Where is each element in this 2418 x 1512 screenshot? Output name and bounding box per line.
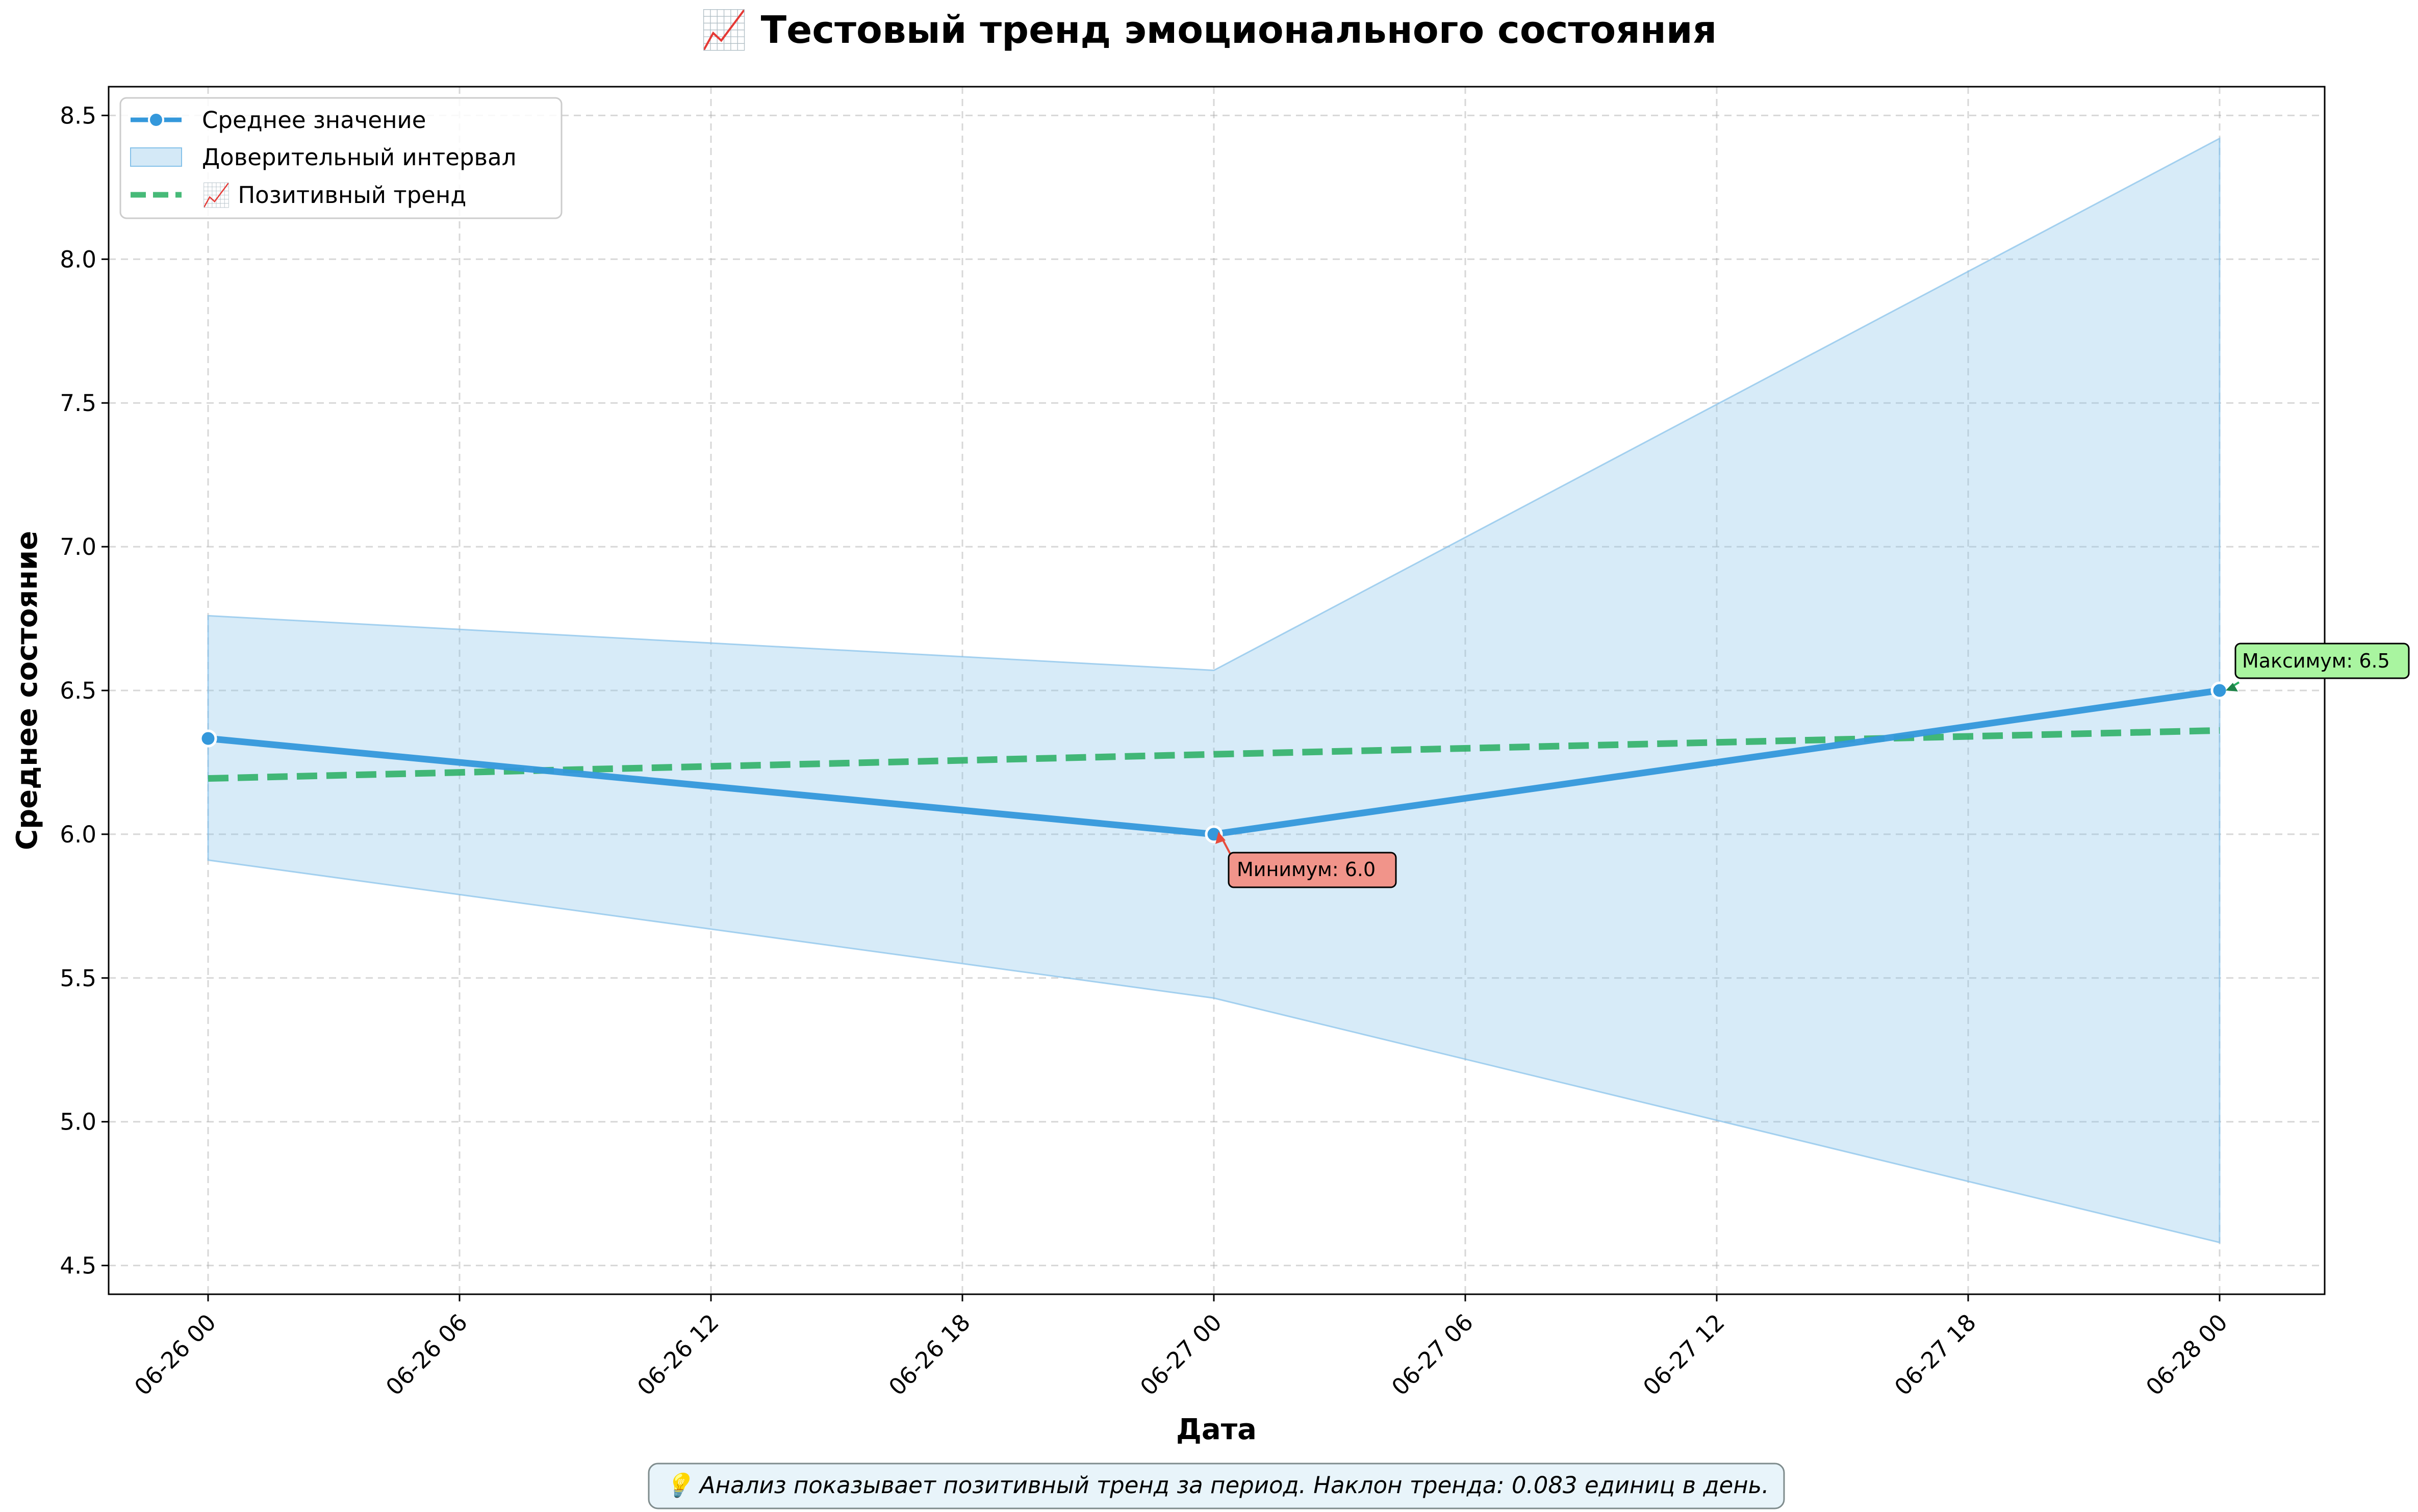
legend-box <box>119 97 563 219</box>
y-tick-label: 6.5 <box>60 677 96 704</box>
confidence-band <box>207 137 2221 1244</box>
mean-point <box>2210 681 2229 700</box>
chart-title: 📈 Тестовый тренд эмоционального состояни… <box>701 8 1717 52</box>
annotation-min-arrowhead <box>1215 832 1226 844</box>
legend-mean-marker-swatch <box>148 112 164 128</box>
y-tick-layer: 4.5 5.0 5.5 6.0 6.5 7.0 7.5 8.0 8.5 <box>60 102 109 1279</box>
x-axis-title: Дата <box>1176 1413 1257 1446</box>
y-tick-label: 8.0 <box>60 246 96 273</box>
legend-label-interval: Доверительный интервал <box>202 144 516 171</box>
annotation-min: Минимум: 6.0 <box>1215 832 1397 888</box>
y-tick-label: 5.5 <box>60 965 96 992</box>
mean-point <box>199 729 217 748</box>
y-tick-label: 4.5 <box>60 1252 96 1279</box>
legend: Среднее значение Доверительный интервал … <box>119 97 563 219</box>
annotation-min-text: Минимум: 6.0 <box>1237 858 1376 881</box>
legend-label-trend: 📈 Позитивный тренд <box>202 182 466 209</box>
band-layer <box>207 137 2221 1244</box>
annotation-max-text: Максимум: 6.5 <box>2242 650 2390 672</box>
annotation-max: Максимум: 6.5 <box>2226 643 2410 691</box>
y-tick-label: 7.5 <box>60 390 96 417</box>
annotation-min-box <box>1228 852 1397 888</box>
legend-label-mean: Среднее значение <box>202 107 426 134</box>
legend-band-swatch <box>130 147 182 167</box>
y-axis-title: Среднее состояние <box>11 531 44 850</box>
y-tick-label: 7.0 <box>60 533 96 560</box>
annotation-max-arrowhead <box>2226 683 2238 691</box>
y-tick-label: 5.0 <box>60 1109 96 1136</box>
y-tick-label: 6.0 <box>60 821 96 848</box>
annotation-max-box <box>2234 643 2410 679</box>
footnote: 💡 Анализ показывает позитивный тренд за … <box>648 1463 1785 1509</box>
footnote-text: 💡 Анализ показывает позитивный тренд за … <box>664 1472 1769 1499</box>
y-tick-label: 8.5 <box>60 102 96 129</box>
footnote-box <box>648 1463 1785 1509</box>
